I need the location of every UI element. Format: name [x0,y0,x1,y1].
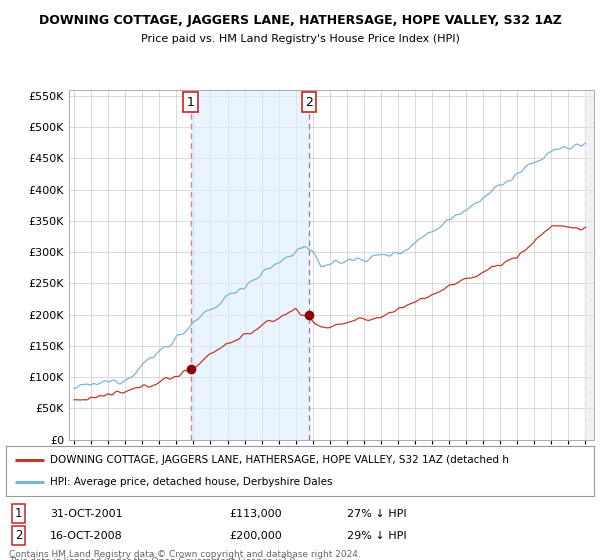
Text: This data is licensed under the Open Government Licence v3.0.: This data is licensed under the Open Gov… [9,557,298,560]
Text: Contains HM Land Registry data © Crown copyright and database right 2024.: Contains HM Land Registry data © Crown c… [9,550,361,559]
Text: Price paid vs. HM Land Registry's House Price Index (HPI): Price paid vs. HM Land Registry's House … [140,34,460,44]
Text: 2: 2 [305,96,313,109]
Text: 16-OCT-2008: 16-OCT-2008 [50,531,123,542]
Text: 1: 1 [187,96,194,109]
Text: 29% ↓ HPI: 29% ↓ HPI [347,531,407,542]
Text: £113,000: £113,000 [229,508,282,519]
Text: DOWNING COTTAGE, JAGGERS LANE, HATHERSAGE, HOPE VALLEY, S32 1AZ: DOWNING COTTAGE, JAGGERS LANE, HATHERSAG… [38,14,562,27]
Text: 27% ↓ HPI: 27% ↓ HPI [347,508,407,519]
Bar [586,90,594,440]
Text: DOWNING COTTAGE, JAGGERS LANE, HATHERSAGE, HOPE VALLEY, S32 1AZ (detached h: DOWNING COTTAGE, JAGGERS LANE, HATHERSAG… [50,455,509,465]
Text: HPI: Average price, detached house, Derbyshire Dales: HPI: Average price, detached house, Derb… [50,477,332,487]
Text: 31-OCT-2001: 31-OCT-2001 [50,508,123,519]
Bar [191,90,309,440]
Text: 2: 2 [15,529,22,542]
Text: 1: 1 [15,507,22,520]
Text: £200,000: £200,000 [229,531,282,542]
